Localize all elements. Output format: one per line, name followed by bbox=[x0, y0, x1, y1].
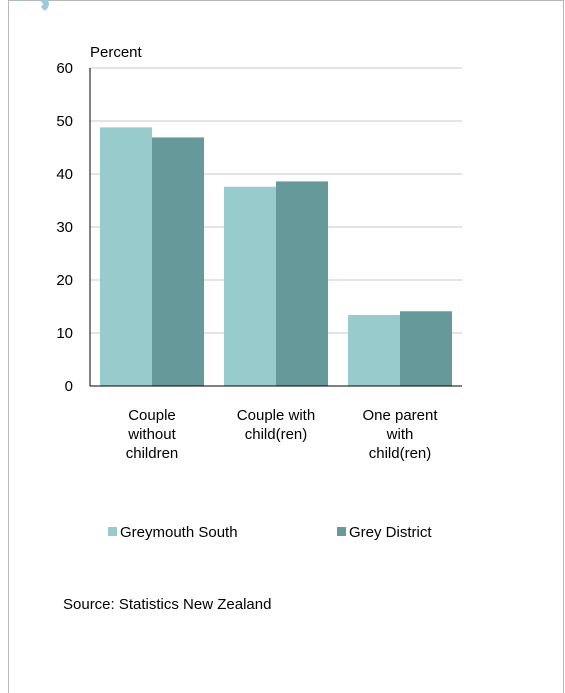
x-category-label: with bbox=[386, 426, 414, 443]
bar-series-1 bbox=[100, 127, 152, 387]
legend-swatch bbox=[337, 527, 346, 536]
y-tick-label: 0 bbox=[65, 378, 73, 395]
source-note: Source: Statistics New Zealand bbox=[63, 596, 272, 613]
corner-arc-decoration bbox=[9, 0, 49, 15]
x-category-label: children bbox=[126, 445, 179, 462]
x-category-label: without bbox=[127, 426, 176, 443]
bar-series-1 bbox=[224, 186, 276, 386]
y-tick-label: 60 bbox=[56, 60, 73, 77]
legend-label: Grey District bbox=[349, 524, 432, 541]
bar-series-1 bbox=[348, 314, 400, 386]
x-category-label: One parent bbox=[362, 407, 438, 424]
x-category-label: Couple with bbox=[237, 407, 315, 424]
y-tick-label: 50 bbox=[56, 113, 73, 130]
y-axis-label: Percent bbox=[90, 44, 143, 61]
x-category-label: Couple bbox=[128, 407, 176, 424]
y-tick-label: 10 bbox=[56, 325, 73, 342]
y-tick-label: 30 bbox=[56, 219, 73, 236]
legend-label: Greymouth South bbox=[120, 524, 238, 541]
x-category-label: child(ren) bbox=[245, 426, 308, 443]
legend-swatch bbox=[108, 527, 117, 536]
bar-series-2 bbox=[152, 137, 204, 386]
bar-series-2 bbox=[276, 181, 328, 386]
x-category-label: child(ren) bbox=[369, 445, 432, 462]
bar-series-2 bbox=[400, 311, 452, 386]
y-tick-label: 20 bbox=[56, 272, 73, 289]
y-tick-label: 40 bbox=[56, 166, 73, 183]
